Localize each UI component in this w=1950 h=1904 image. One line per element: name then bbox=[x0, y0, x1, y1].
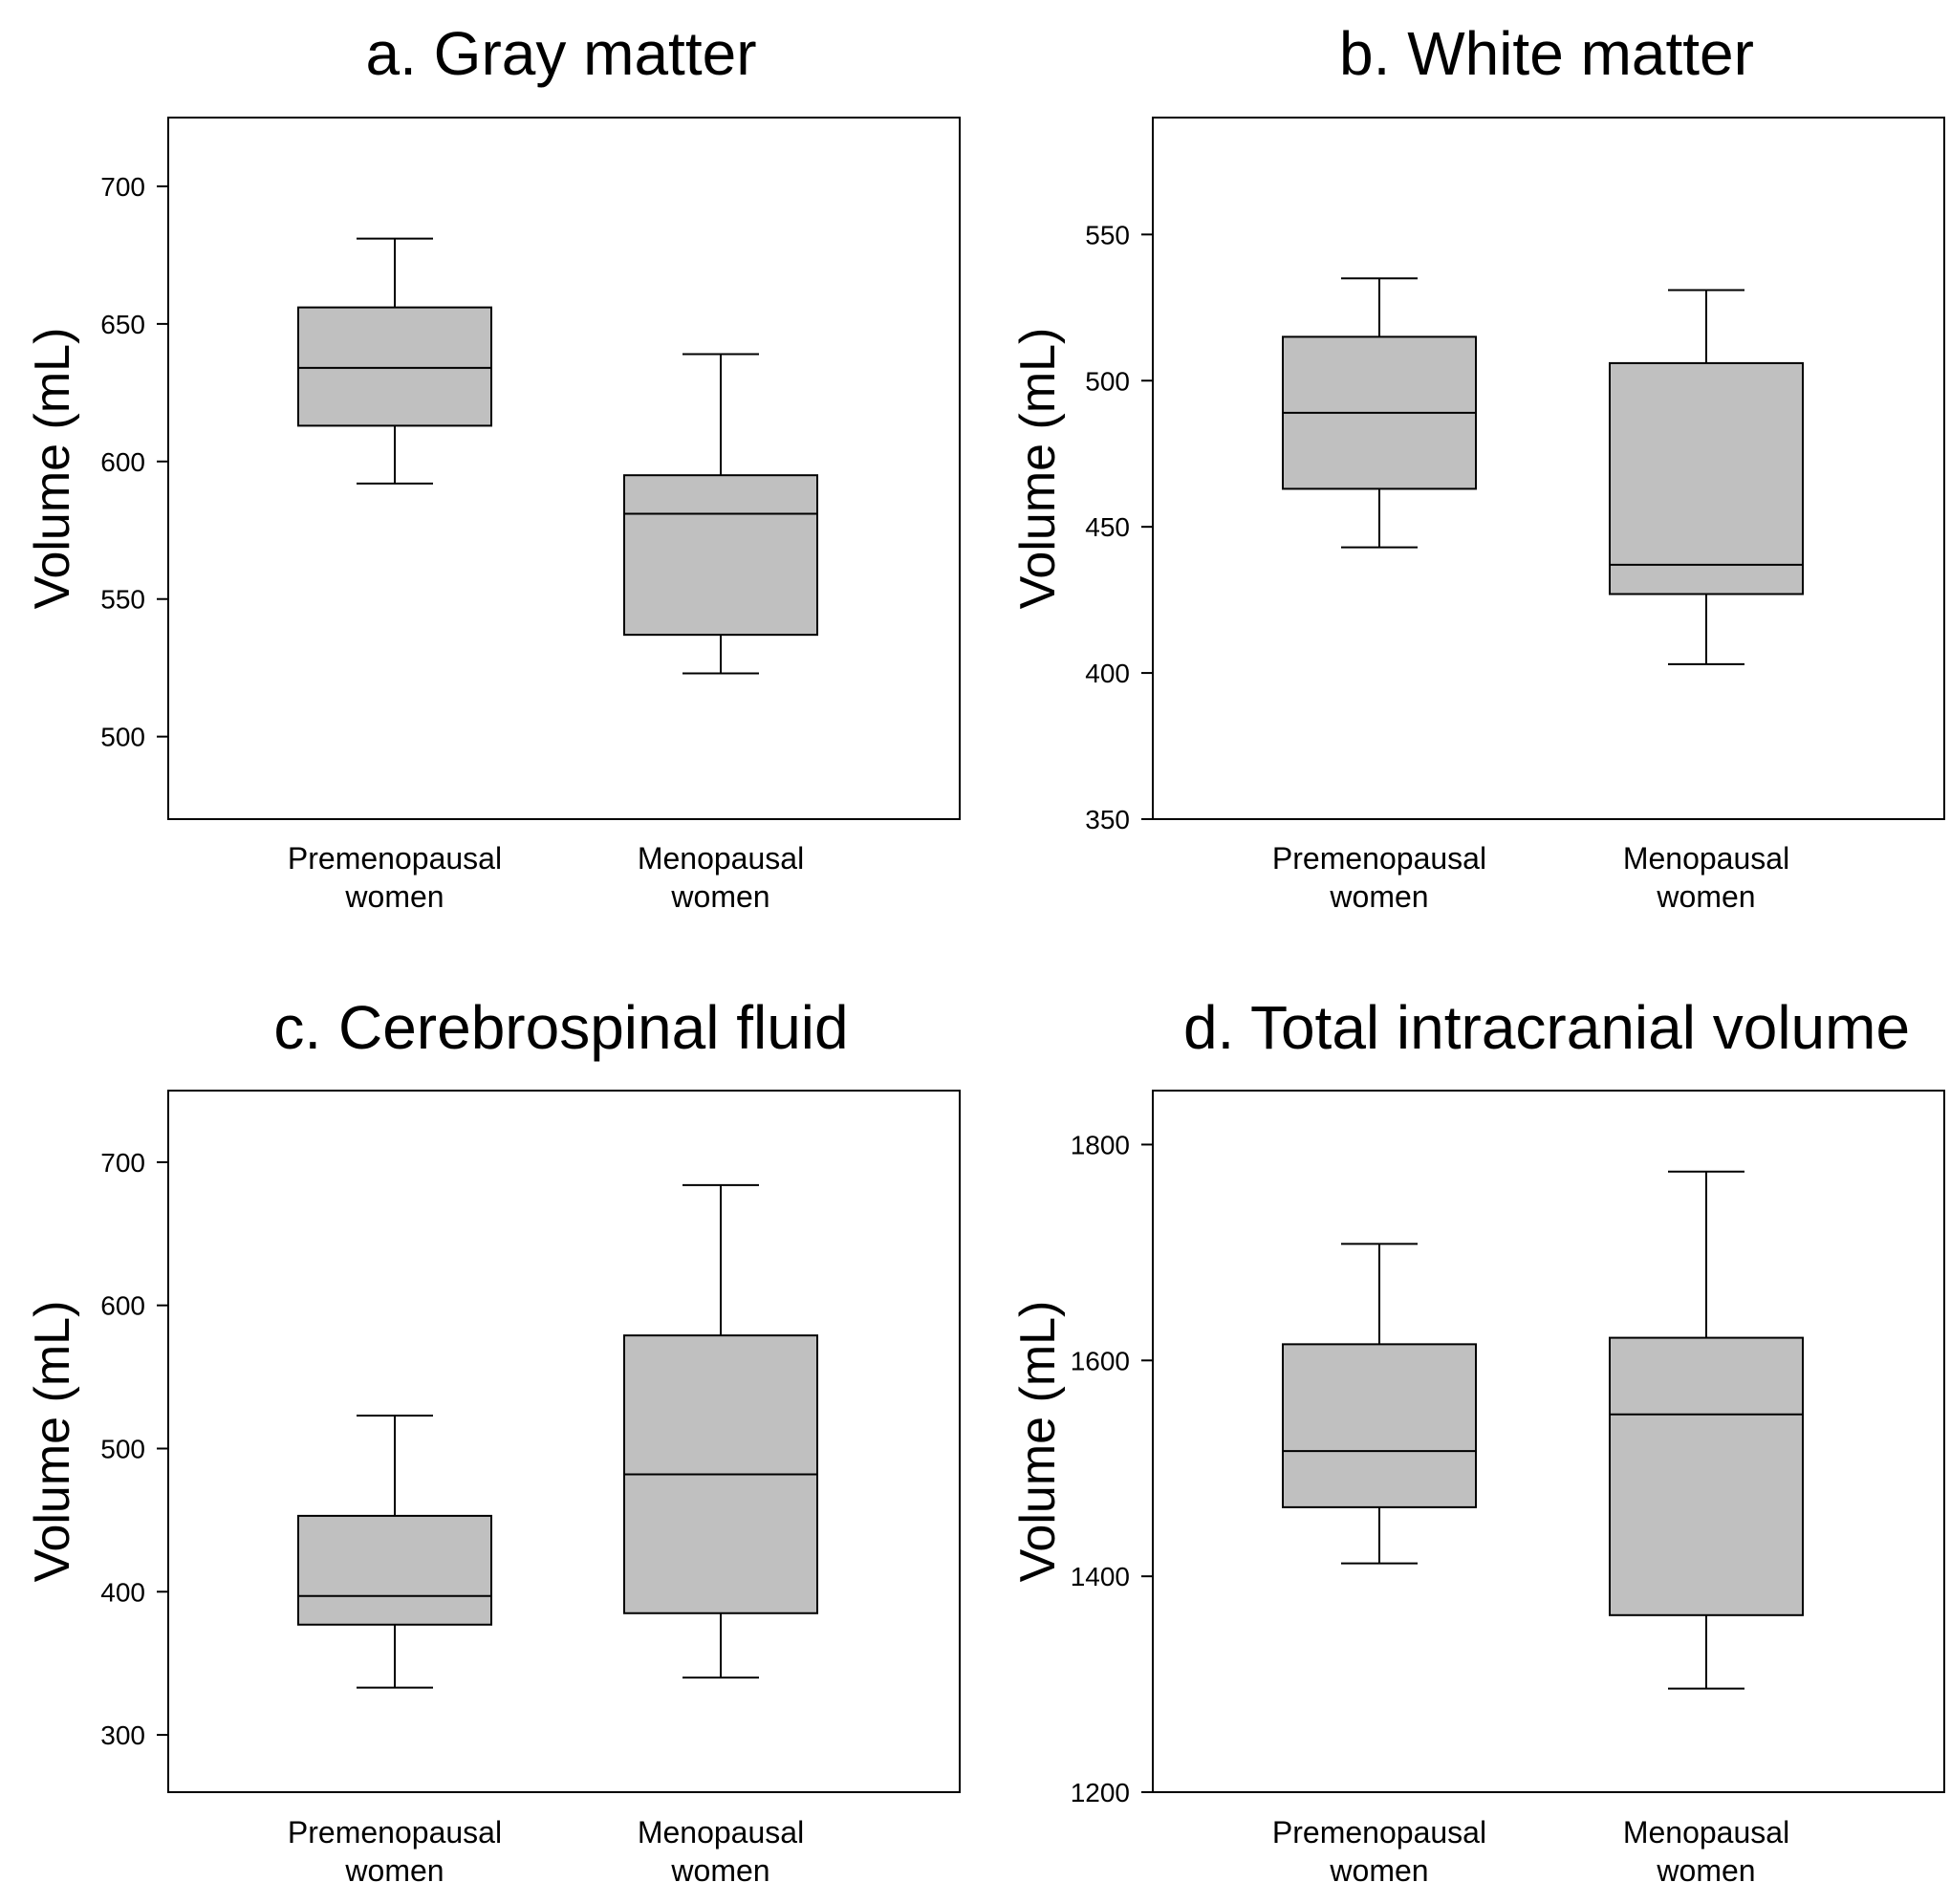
y-tick-label: 400 bbox=[1085, 659, 1130, 688]
category-label-line: Menopausal bbox=[638, 1815, 804, 1850]
y-tick-label: 300 bbox=[100, 1720, 145, 1750]
category-label-line: women bbox=[344, 1853, 444, 1888]
box-iqr bbox=[297, 1514, 492, 1626]
box-iqr bbox=[297, 306, 492, 427]
y-tick-label: 550 bbox=[1085, 220, 1130, 249]
y-tick-label: 1800 bbox=[1071, 1130, 1130, 1159]
y-tick-label: 1600 bbox=[1071, 1346, 1130, 1375]
box-iqr bbox=[1609, 1336, 1804, 1616]
plot-frame bbox=[167, 1090, 961, 1793]
y-tick-label: 400 bbox=[100, 1577, 145, 1607]
y-tick-label: 500 bbox=[100, 723, 145, 752]
category-label-line: Premenopausal bbox=[1272, 1815, 1486, 1850]
box-iqr bbox=[1609, 361, 1804, 595]
category-label: Premenopausal women bbox=[288, 841, 502, 914]
y-tick-label: 1200 bbox=[1071, 1778, 1130, 1807]
category-label-line: women bbox=[1656, 879, 1755, 914]
y-tick-label: 1400 bbox=[1071, 1562, 1130, 1591]
category-label-line: Premenopausal bbox=[288, 1815, 502, 1850]
chart-title: d. Total intracranial volume bbox=[1183, 993, 1910, 1062]
category-label: Menopausal women bbox=[1623, 1815, 1789, 1888]
chart-panel-3: c. Cerebrospinal fluid Volume (mL) 300 400 5… bbox=[25, 993, 961, 1888]
box-iqr bbox=[1282, 1343, 1477, 1508]
y-tick-label: 500 bbox=[100, 1434, 145, 1463]
category-label-line: women bbox=[1329, 1853, 1428, 1888]
chart-title: a. Gray matter bbox=[366, 19, 757, 88]
category-label: Premenopausal women bbox=[1272, 841, 1486, 914]
category-label-line: women bbox=[670, 1853, 769, 1888]
y-axis-label: Volume (mL) bbox=[1010, 1301, 1066, 1583]
chart-title: b. White matter bbox=[1339, 19, 1754, 88]
chart-panel-2: b. White matter Volume (mL) 350 400 450 500 55… bbox=[1010, 19, 1945, 914]
category-label: Menopausal women bbox=[1623, 841, 1789, 914]
plot-frame bbox=[1152, 1090, 1945, 1793]
category-label: Menopausal women bbox=[638, 1815, 804, 1888]
y-axis-label: Volume (mL) bbox=[25, 328, 80, 610]
chart-panel-1: a. Gray matter Volume (mL) 500 550 600 650 700… bbox=[25, 19, 961, 914]
category-label: Premenopausal women bbox=[1272, 1815, 1486, 1888]
y-tick-label: 350 bbox=[1085, 805, 1130, 834]
y-tick-label: 600 bbox=[100, 1291, 145, 1321]
category-label: Menopausal women bbox=[638, 841, 804, 914]
category-label-line: Menopausal bbox=[638, 841, 804, 876]
y-tick-label: 700 bbox=[100, 172, 145, 202]
category-label-line: women bbox=[1656, 1853, 1755, 1888]
category-label-line: Premenopausal bbox=[288, 841, 502, 876]
y-tick-label: 450 bbox=[1085, 512, 1130, 542]
category-label-line: Premenopausal bbox=[1272, 841, 1486, 876]
category-label-line: Menopausal bbox=[1623, 1815, 1789, 1850]
category-label: Premenopausal women bbox=[288, 1815, 502, 1888]
chart-title: c. Cerebrospinal fluid bbox=[273, 993, 848, 1062]
y-tick-label: 600 bbox=[100, 447, 145, 477]
y-tick-label: 650 bbox=[100, 310, 145, 339]
y-tick-label: 500 bbox=[1085, 366, 1130, 396]
category-label-line: women bbox=[1329, 879, 1428, 914]
y-tick-label: 550 bbox=[100, 585, 145, 615]
category-label-line: women bbox=[670, 879, 769, 914]
category-label-line: women bbox=[344, 879, 444, 914]
y-axis-label: Volume (mL) bbox=[1010, 328, 1066, 610]
y-axis-label: Volume (mL) bbox=[25, 1301, 80, 1583]
plot-frame bbox=[1152, 117, 1945, 820]
y-tick-label: 700 bbox=[100, 1148, 145, 1178]
category-label-line: Menopausal bbox=[1623, 841, 1789, 876]
plot-frame bbox=[167, 117, 961, 820]
box-iqr bbox=[623, 474, 818, 637]
